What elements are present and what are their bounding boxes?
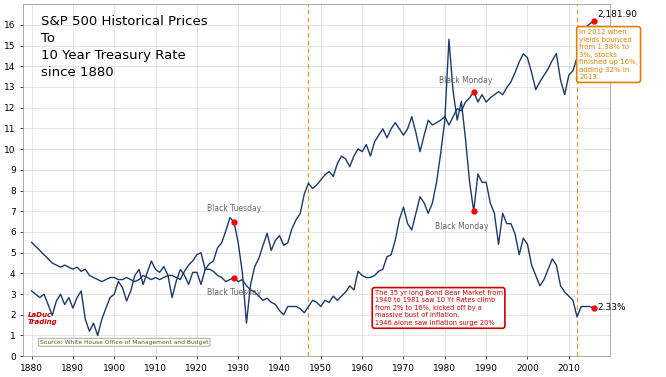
Text: S&P 500 Historical Prices
To
10 Year Treasury Rate
since 1880: S&P 500 Historical Prices To 10 Year Tre…	[41, 15, 208, 79]
Text: In 2012 when
yields bounced
from 1.38% to
3%, stocks
finished up 16%,
adding 32%: In 2012 when yields bounced from 1.38% t…	[579, 29, 638, 80]
Text: Black Monday: Black Monday	[439, 77, 492, 86]
Text: 2,181.90: 2,181.90	[597, 10, 638, 19]
Text: LaDuc
Trading: LaDuc Trading	[27, 312, 57, 325]
Text: Black Tuesday: Black Tuesday	[207, 288, 261, 297]
Text: Black Monday: Black Monday	[435, 222, 488, 231]
Text: Source: White House Office of Management and Budget: Source: White House Office of Management…	[40, 340, 208, 345]
Text: The 35 yr long Bond Bear Market from
1940 to 1981 saw 10 Yr Rates climb
from 2% : The 35 yr long Bond Bear Market from 194…	[374, 290, 503, 326]
Text: 2.33%: 2.33%	[597, 303, 626, 313]
Text: Black Tuesday: Black Tuesday	[207, 204, 261, 213]
